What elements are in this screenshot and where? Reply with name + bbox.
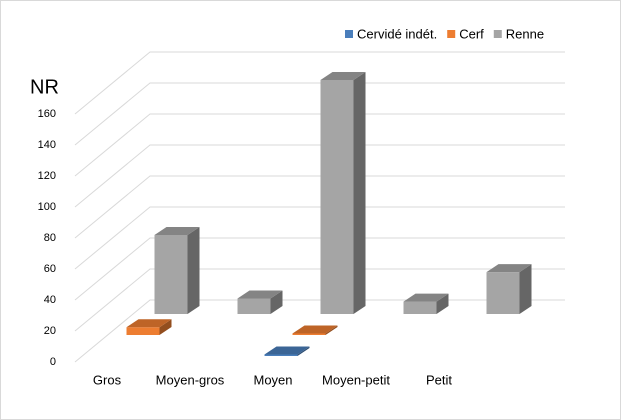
bar-front	[126, 327, 160, 335]
bar-top	[403, 293, 449, 302]
x-tick-label: Moyen-gros	[156, 372, 225, 387]
y-tick-label: 20	[44, 325, 56, 337]
y-tick-label: 100	[38, 201, 56, 213]
legend-swatch	[493, 30, 502, 38]
bar	[320, 71, 366, 314]
bar	[126, 319, 172, 335]
bar-top	[154, 226, 200, 235]
y-tick-label: 80	[44, 232, 56, 244]
x-tick-label: Petit	[426, 372, 452, 387]
y-tick-label: 120	[38, 170, 56, 182]
bar-front	[320, 79, 354, 314]
grid-line	[74, 268, 565, 332]
grid-line	[74, 175, 565, 239]
bar-side	[270, 290, 283, 314]
bar-side	[436, 293, 449, 314]
grid-line	[74, 237, 565, 301]
bar	[237, 290, 283, 314]
legend-label: Cervidé indét.	[357, 26, 437, 41]
bar-front	[403, 301, 437, 314]
bar-top	[486, 264, 532, 273]
legend-swatch	[447, 30, 456, 38]
bar-top	[126, 319, 172, 328]
bar-top	[320, 71, 366, 80]
y-axis-title: NR	[30, 76, 59, 98]
bar-side	[353, 71, 366, 314]
grid-line	[74, 113, 565, 177]
y-tick-label: 60	[44, 263, 56, 275]
x-tick-label: Moyen	[253, 372, 292, 387]
grid-line	[74, 206, 565, 270]
bar-front	[237, 298, 271, 314]
legend-swatch	[345, 30, 353, 38]
bar-side	[519, 264, 532, 314]
bar	[403, 293, 449, 314]
y-tick-label: 40	[44, 294, 56, 306]
bar-top	[264, 346, 310, 355]
grid-line	[74, 51, 565, 115]
bar-top	[237, 290, 283, 299]
bar-top	[292, 325, 338, 334]
grid-line	[74, 144, 565, 208]
bar-front	[486, 272, 520, 314]
bar-side	[159, 319, 172, 335]
y-tick-label: 140	[38, 139, 56, 151]
bar-side	[187, 226, 200, 314]
legend-label: Cerf	[459, 26, 484, 41]
legend-label: Renne	[506, 26, 544, 41]
bar	[486, 264, 532, 314]
bar-front	[154, 234, 188, 314]
y-tick-label: 160	[38, 108, 56, 120]
x-tick-label: Gros	[93, 372, 122, 387]
bar	[292, 325, 338, 335]
bar-side	[297, 346, 310, 356]
bar-front	[292, 333, 326, 335]
y-tick-label: 0	[50, 356, 56, 368]
x-tick-label: Moyen-petit	[322, 372, 390, 387]
bar	[154, 226, 200, 314]
bar-front	[264, 354, 298, 356]
bar	[264, 346, 310, 356]
bar-side	[325, 325, 338, 335]
grid-line	[74, 82, 565, 146]
